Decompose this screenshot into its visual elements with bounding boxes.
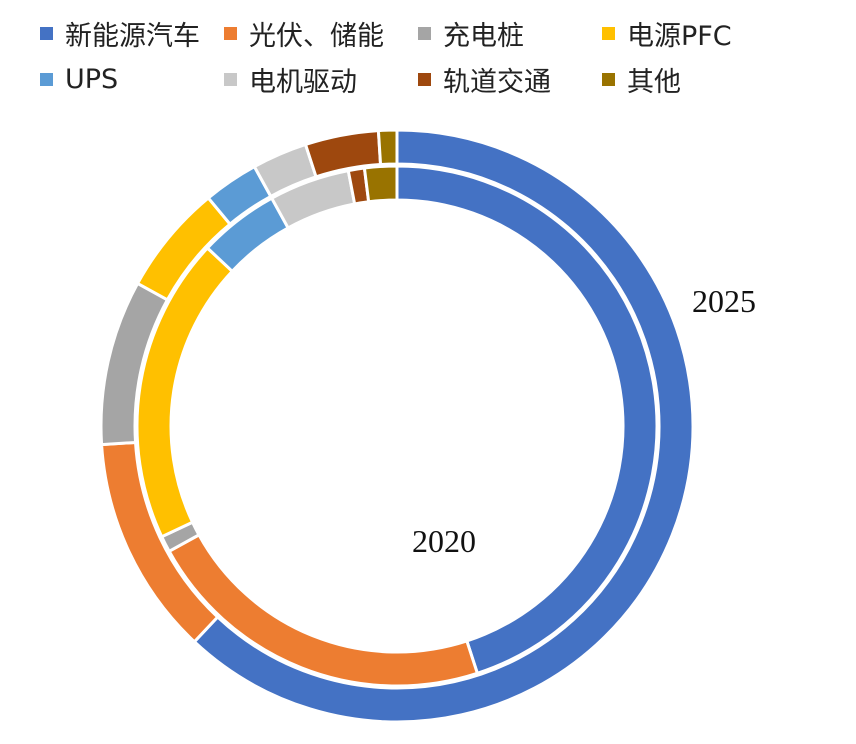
legend-item: 电源PFC [602,14,732,53]
legend: 新能源汽车 光伏、储能 充电桩 电源PFC UPS 电机驱动 轨道交通 其他 [40,10,840,102]
legend-row: UPS 电机驱动 轨道交通 其他 [40,56,840,102]
slice-2020-7 [362,164,399,204]
slice-2025-0 [192,128,695,724]
label-2020: 2020 [412,523,476,559]
label-2025: 2025 [692,283,756,319]
legend-swatch [602,72,615,86]
legend-swatch [224,26,237,40]
legend-row: 新能源汽车 光伏、储能 充电桩 电源PFC [40,10,840,56]
legend-label: 电源PFC [627,20,732,52]
legend-label: 轨道交通 [443,66,551,98]
legend-item: 新能源汽车 [40,14,210,53]
legend-label: 光伏、储能 [249,20,384,52]
legend-item: 光伏、储能 [224,14,404,53]
legend-item: UPS [40,64,210,95]
legend-swatch [418,26,431,40]
legend-label: 新能源汽车 [65,20,200,52]
legend-item: 轨道交通 [418,60,588,99]
legend-label: 电机驱动 [249,66,357,98]
legend-item: 其他 [602,60,681,99]
legend-item: 电机驱动 [224,60,404,99]
legend-label: 其他 [627,66,681,98]
legend-swatch [602,26,615,40]
legend-swatch [40,72,53,86]
legend-label: UPS [65,63,119,95]
slice-2025-7 [376,128,399,167]
legend-item: 充电桩 [418,14,588,53]
legend-label: 充电桩 [443,20,524,52]
legend-swatch [40,26,53,40]
legend-swatch [418,72,431,86]
legend-swatch [224,72,237,86]
